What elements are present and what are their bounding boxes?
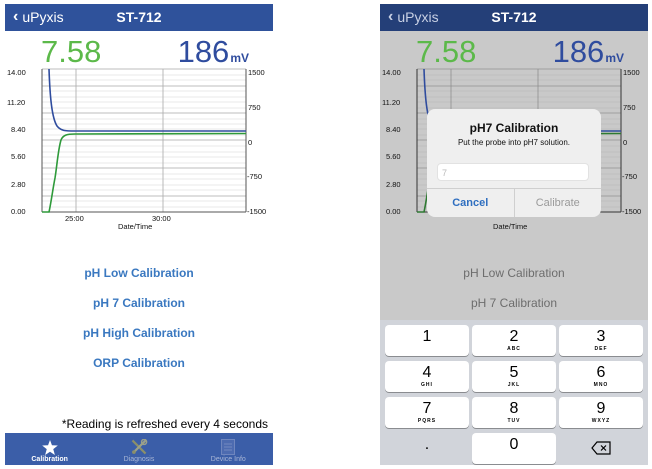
nav-bar: ‹ uPyxis ST-712 bbox=[5, 4, 273, 31]
svg-text:0: 0 bbox=[248, 138, 252, 147]
tab-calibration[interactable]: Calibration bbox=[5, 433, 94, 465]
back-label: uPyxis bbox=[397, 9, 439, 25]
backspace-icon bbox=[591, 441, 611, 455]
ph-value-input[interactable]: 7 bbox=[437, 163, 589, 181]
svg-text:5.60: 5.60 bbox=[11, 152, 26, 161]
svg-text:Date/Time: Date/Time bbox=[118, 222, 152, 231]
svg-text:0.00: 0.00 bbox=[11, 207, 26, 216]
mv-value: 186 bbox=[177, 34, 230, 69]
page-title: ST-712 bbox=[491, 9, 537, 25]
mv-reading: 186mV bbox=[553, 34, 624, 70]
svg-text:0: 0 bbox=[623, 138, 627, 147]
ph-reading: 7.58 bbox=[41, 34, 102, 69]
key-3[interactable]: 3 DEF bbox=[559, 325, 643, 356]
svg-text:-1500: -1500 bbox=[622, 207, 641, 216]
phone-screen-calibration: ‹ uPyxis ST-712 7.58 186mV 14.00 11.20 bbox=[5, 4, 273, 465]
key-9[interactable]: 9 WXYZ bbox=[559, 397, 643, 428]
chevron-left-icon: ‹ bbox=[388, 8, 394, 25]
back-button[interactable]: ‹ uPyxis bbox=[13, 8, 64, 26]
mv-series-line bbox=[48, 68, 246, 132]
key-7[interactable]: 7 PQRS bbox=[385, 397, 469, 428]
svg-text:750: 750 bbox=[248, 103, 261, 112]
svg-text:0.00: 0.00 bbox=[386, 207, 401, 216]
phone-screen-ph7-dialog: ‹ uPyxis ST-712 7.58 186mV 14.00 11.20 bbox=[380, 4, 648, 465]
mv-reading: 186mV bbox=[178, 34, 249, 70]
key-decimal[interactable]: . bbox=[424, 436, 430, 453]
calibrate-button[interactable]: Calibrate bbox=[535, 197, 580, 209]
svg-text:8.40: 8.40 bbox=[11, 125, 26, 134]
svg-text:Date/Time: Date/Time bbox=[493, 222, 527, 231]
nav-bar: ‹ uPyxis ST-712 bbox=[380, 4, 648, 31]
ph-mv-chart: 14.00 11.20 8.40 5.60 2.80 0.00 1500 750… bbox=[7, 68, 266, 231]
back-label: uPyxis bbox=[22, 9, 64, 25]
tab-device-info[interactable]: Device Info bbox=[184, 433, 273, 465]
svg-text:14.00: 14.00 bbox=[7, 68, 26, 77]
mv-value: 186 bbox=[552, 34, 605, 69]
svg-text:8.40: 8.40 bbox=[386, 125, 401, 134]
readings: 7.58 186mV bbox=[380, 34, 648, 70]
svg-text:11.20: 11.20 bbox=[382, 98, 400, 107]
key-0[interactable]: 0 bbox=[472, 433, 556, 464]
svg-text:11.20: 11.20 bbox=[7, 98, 25, 107]
back-button[interactable]: ‹ uPyxis bbox=[388, 8, 439, 26]
star-icon bbox=[41, 440, 58, 455]
y-right-ticks: 1500 750 0 -750 -1500 bbox=[247, 68, 266, 216]
key-5[interactable]: 5 JKL bbox=[472, 361, 556, 392]
key-6[interactable]: 6 MNO bbox=[559, 361, 643, 392]
tab-label: Calibration bbox=[31, 456, 68, 463]
dialog-title: pH7 Calibration bbox=[469, 121, 559, 135]
refresh-note: *Reading is refreshed every 4 seconds bbox=[61, 417, 268, 431]
ph-low-calibration-button[interactable]: pH Low Calibration bbox=[463, 266, 565, 280]
chevron-left-icon: ‹ bbox=[13, 8, 19, 25]
svg-text:25:00: 25:00 bbox=[65, 214, 84, 223]
mv-unit: mV bbox=[230, 51, 249, 65]
ph7-calibration-dialog: pH7 Calibration Put the probe into pH7 s… bbox=[427, 109, 601, 217]
ph-7-calibration-button[interactable]: pH 7 Calibration bbox=[92, 296, 185, 310]
ph-low-calibration-button[interactable]: pH Low Calibration bbox=[84, 266, 194, 280]
tab-diagnosis[interactable]: Diagnosis bbox=[94, 433, 183, 465]
key-2[interactable]: 2 ABC bbox=[472, 325, 556, 356]
document-icon bbox=[221, 439, 236, 455]
cancel-button[interactable]: Cancel bbox=[427, 189, 515, 217]
ph-7-calibration-button[interactable]: pH 7 Calibration bbox=[470, 296, 558, 310]
readings: 7.58 186mV bbox=[5, 34, 273, 70]
page-title: ST-712 bbox=[116, 9, 162, 25]
mv-unit: mV bbox=[605, 51, 624, 65]
tab-label: Diagnosis bbox=[123, 456, 155, 463]
y-left-ticks: 14.00 11.20 8.40 5.60 2.80 0.00 bbox=[7, 68, 26, 216]
svg-text:-1500: -1500 bbox=[247, 207, 266, 216]
key-1[interactable]: 1 bbox=[385, 325, 469, 356]
svg-text:1500: 1500 bbox=[623, 68, 640, 77]
svg-text:5.60: 5.60 bbox=[386, 152, 401, 161]
ph-reading: 7.58 bbox=[416, 34, 477, 69]
svg-text:2.80: 2.80 bbox=[386, 180, 401, 189]
svg-text:-750: -750 bbox=[622, 172, 637, 181]
svg-text:1500: 1500 bbox=[248, 68, 265, 77]
x-ticks: 25:00 30:00 Date/Time bbox=[65, 214, 171, 231]
svg-text:14.00: 14.00 bbox=[382, 68, 401, 77]
svg-text:-750: -750 bbox=[247, 172, 262, 181]
svg-text:750: 750 bbox=[623, 103, 636, 112]
chart-grid bbox=[42, 74, 246, 208]
tab-label: Device Info bbox=[210, 456, 246, 463]
backspace-key[interactable] bbox=[559, 433, 643, 464]
tab-bar: Calibration Diagnosis Device Info bbox=[5, 433, 273, 465]
orp-calibration-button[interactable]: ORP Calibration bbox=[93, 356, 185, 370]
svg-text:2.80: 2.80 bbox=[11, 180, 26, 189]
key-4[interactable]: 4 GHI bbox=[385, 361, 469, 392]
key-8[interactable]: 8 TUV bbox=[472, 397, 556, 428]
dialog-message: Put the probe into pH7 solution. bbox=[457, 138, 571, 147]
dialog-buttons: Cancel Calibrate bbox=[427, 188, 601, 217]
ph-series-line bbox=[42, 132, 247, 213]
tools-icon bbox=[131, 439, 148, 455]
svg-text:30:00: 30:00 bbox=[152, 214, 171, 223]
ph-high-calibration-button[interactable]: pH High Calibration bbox=[83, 326, 195, 340]
